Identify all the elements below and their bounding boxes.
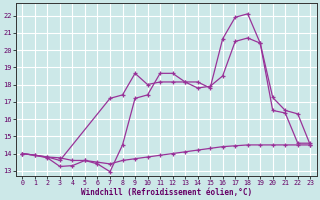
X-axis label: Windchill (Refroidissement éolien,°C): Windchill (Refroidissement éolien,°C) xyxy=(81,188,252,197)
